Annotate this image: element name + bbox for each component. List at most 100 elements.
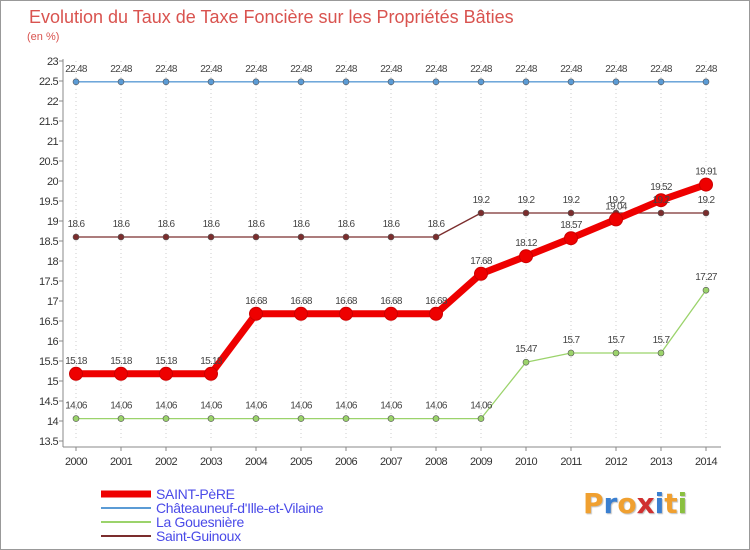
data-point xyxy=(387,78,395,86)
data-point xyxy=(429,306,443,321)
data-point xyxy=(117,78,125,86)
data-point xyxy=(477,78,485,86)
data-point xyxy=(567,349,575,357)
data-label: 15.7 xyxy=(563,335,581,346)
data-label: 22.48 xyxy=(200,64,223,75)
data-point xyxy=(522,78,530,86)
data-label: 15.18 xyxy=(110,356,133,367)
data-label: 14.06 xyxy=(65,401,88,412)
data-point xyxy=(72,233,80,241)
data-label: 19.2 xyxy=(608,195,626,206)
y-tick-label: 16 xyxy=(47,336,59,348)
data-point xyxy=(342,415,350,422)
data-label: 22.48 xyxy=(425,64,448,75)
data-label: 19.2 xyxy=(698,195,716,206)
data-point xyxy=(702,286,710,294)
data-point xyxy=(432,78,440,86)
series-3 xyxy=(72,209,710,241)
x-tick-label: 2007 xyxy=(380,456,403,468)
data-point xyxy=(207,233,215,241)
y-tick-label: 14 xyxy=(47,416,59,428)
data-point xyxy=(252,233,260,241)
data-label: 15.18 xyxy=(200,356,223,367)
data-point xyxy=(432,415,440,422)
data-point xyxy=(297,78,305,86)
data-label: 16.68 xyxy=(425,296,448,307)
x-tick-label: 2000 xyxy=(65,456,88,468)
chart-title: Evolution du Taux de Taxe Foncière sur l… xyxy=(29,7,514,27)
y-tick-label: 20.5 xyxy=(39,156,58,168)
data-point xyxy=(567,78,575,86)
data-label: 14.06 xyxy=(380,401,403,412)
data-label: 14.06 xyxy=(335,401,358,412)
data-label: 14.06 xyxy=(110,401,133,412)
legend-label: SAINT-PèRE xyxy=(156,486,235,502)
data-label: 18.6 xyxy=(383,219,401,230)
data-label: 18.6 xyxy=(428,219,446,230)
x-tick-label: 2011 xyxy=(560,456,582,468)
data-label: 18.6 xyxy=(293,219,311,230)
data-label: 19.2 xyxy=(653,195,671,206)
data-point xyxy=(117,415,125,422)
data-point xyxy=(342,78,350,86)
x-tick-label: 2009 xyxy=(470,456,493,468)
logo-letter: r xyxy=(603,487,618,520)
data-label: 19.2 xyxy=(473,195,491,206)
data-label: 15.18 xyxy=(65,356,88,367)
data-label: 22.48 xyxy=(110,64,133,75)
x-tick-label: 2002 xyxy=(155,456,178,468)
data-point xyxy=(612,349,620,357)
data-label: 22.48 xyxy=(380,64,403,75)
y-tick-label: 17 xyxy=(47,296,59,308)
data-label: 14.06 xyxy=(245,401,268,412)
data-point xyxy=(657,78,665,86)
data-label: 22.48 xyxy=(605,64,628,75)
y-tick-label: 14.5 xyxy=(39,396,58,408)
x-tick-label: 2001 xyxy=(110,456,133,468)
data-point xyxy=(477,415,485,422)
data-label: 17.27 xyxy=(695,272,718,283)
logo-letter: i xyxy=(677,487,688,520)
data-point xyxy=(654,193,668,208)
logo-letter: i xyxy=(654,487,665,520)
data-label: 22.48 xyxy=(245,64,268,75)
data-point xyxy=(384,306,398,321)
data-point xyxy=(477,209,485,217)
data-point xyxy=(117,233,125,241)
chart-subtitle: (en %) xyxy=(27,31,59,43)
logo-letter: P xyxy=(583,487,604,520)
x-tick-label: 2005 xyxy=(290,456,313,468)
data-point xyxy=(69,366,83,381)
data-label: 22.48 xyxy=(515,64,538,75)
data-label: 16.68 xyxy=(335,296,358,307)
data-point xyxy=(72,415,80,422)
logo-letter: t xyxy=(664,487,678,520)
data-point xyxy=(162,233,170,241)
x-tick-label: 2013 xyxy=(650,456,673,468)
data-point xyxy=(162,415,170,422)
y-tick-label: 18.5 xyxy=(39,236,58,248)
data-label: 18.6 xyxy=(338,219,356,230)
data-point xyxy=(207,415,215,422)
data-point xyxy=(252,78,260,86)
data-point xyxy=(657,349,665,357)
data-point xyxy=(297,233,305,241)
data-labels: 15.18 15.18 15.18 15.18 16.68 16.68 16.68 16.68… xyxy=(65,64,718,412)
x-tick-label: 2012 xyxy=(605,456,628,468)
data-label: 18.57 xyxy=(560,220,583,231)
data-label: 14.06 xyxy=(425,401,448,412)
y-tick-label: 20 xyxy=(47,176,59,188)
data-label: 18.6 xyxy=(248,219,266,230)
data-label: 16.68 xyxy=(290,296,313,307)
data-point xyxy=(294,306,308,321)
series-1 xyxy=(72,78,710,86)
data-point xyxy=(474,266,488,281)
data-point xyxy=(342,233,350,241)
data-point xyxy=(387,233,395,241)
data-point xyxy=(519,249,533,264)
x-tick-label: 2010 xyxy=(515,456,538,468)
legend-label: Saint-Guinoux xyxy=(156,528,241,544)
y-tick-label: 19 xyxy=(47,216,59,228)
y-tick-label: 21.5 xyxy=(39,116,58,128)
